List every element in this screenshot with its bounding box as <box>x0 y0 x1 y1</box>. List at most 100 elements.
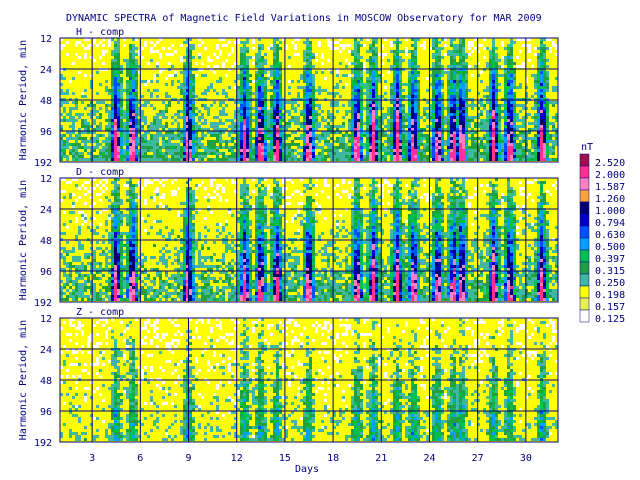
heatmap-cell <box>159 134 162 137</box>
heatmap-cell <box>384 146 387 149</box>
heatmap-cell <box>156 155 159 158</box>
heatmap-cell <box>141 143 144 146</box>
heatmap-cell <box>240 143 243 146</box>
heatmap-cell <box>141 253 144 256</box>
heatmap-cell <box>69 116 72 119</box>
heatmap-cell <box>330 152 333 155</box>
heatmap-cell <box>78 232 81 235</box>
heatmap-cell <box>552 149 555 152</box>
heatmap-cell <box>435 59 438 62</box>
heatmap-cell <box>111 107 114 110</box>
heatmap-cell <box>390 149 393 152</box>
heatmap-cell <box>117 110 120 113</box>
heatmap-cell <box>93 268 96 271</box>
heatmap-cell <box>255 56 258 59</box>
heatmap-cell <box>270 101 273 104</box>
heatmap-cell <box>393 146 396 149</box>
heatmap-cell <box>528 122 531 125</box>
heatmap-cell <box>357 119 360 122</box>
heatmap-cell <box>156 158 159 161</box>
heatmap-cell <box>384 149 387 152</box>
heatmap-cell <box>411 53 414 56</box>
heatmap-cell <box>279 113 282 116</box>
heatmap-cell <box>132 86 135 89</box>
heatmap-cell <box>93 259 96 262</box>
heatmap-cell <box>447 119 450 122</box>
heatmap-cell <box>456 101 459 104</box>
heatmap-cell <box>294 44 297 47</box>
heatmap-cell <box>522 152 525 155</box>
heatmap-cell <box>81 137 84 140</box>
heatmap-cell <box>84 122 87 125</box>
heatmap-cell <box>159 286 162 289</box>
heatmap-cell <box>261 122 264 125</box>
heatmap-cell <box>426 143 429 146</box>
heatmap-cell <box>66 158 69 161</box>
heatmap-cell <box>402 50 405 53</box>
heatmap-cell <box>396 104 399 107</box>
heatmap-cell <box>255 128 258 131</box>
heatmap-cell <box>78 152 81 155</box>
heatmap-cell <box>360 56 363 59</box>
heatmap-cell <box>486 101 489 104</box>
heatmap-cell <box>120 217 123 220</box>
heatmap-cell <box>411 77 414 80</box>
heatmap-cell <box>120 247 123 250</box>
heatmap-cell <box>138 295 141 298</box>
heatmap-cell <box>114 44 117 47</box>
heatmap-cell <box>252 41 255 44</box>
heatmap-cell <box>279 86 282 89</box>
heatmap-cell <box>132 101 135 104</box>
heatmap-cell <box>111 113 114 116</box>
heatmap-cell <box>66 92 69 95</box>
heatmap-cell <box>66 137 69 140</box>
heatmap-cell <box>357 107 360 110</box>
heatmap-cell <box>159 298 162 301</box>
heatmap-cell <box>363 86 366 89</box>
heatmap-cell <box>354 137 357 140</box>
heatmap-cell <box>471 143 474 146</box>
heatmap-cell <box>531 116 534 119</box>
heatmap-cell <box>75 143 78 146</box>
heatmap-cell <box>126 259 129 262</box>
heatmap-cell <box>534 158 537 161</box>
heatmap-cell <box>201 137 204 140</box>
heatmap-cell <box>393 155 396 158</box>
heatmap-cell <box>522 131 525 134</box>
heatmap-cell <box>162 140 165 143</box>
heatmap-cell <box>159 131 162 134</box>
heatmap-cell <box>105 128 108 131</box>
heatmap-cell <box>150 181 153 184</box>
heatmap-cell <box>378 95 381 98</box>
heatmap-cell <box>117 193 120 196</box>
heatmap-cell <box>264 80 267 83</box>
heatmap-cell <box>507 86 510 89</box>
heatmap-cell <box>78 226 81 229</box>
heatmap-cell <box>159 158 162 161</box>
heatmap-cell <box>474 65 477 68</box>
heatmap-cell <box>498 89 501 92</box>
heatmap-cell <box>450 152 453 155</box>
heatmap-cell <box>366 122 369 125</box>
heatmap-cell <box>549 101 552 104</box>
heatmap-cell <box>225 74 228 77</box>
heatmap-cell <box>360 113 363 116</box>
heatmap-cell <box>510 110 513 113</box>
heatmap-cell <box>528 44 531 47</box>
heatmap-cell <box>255 83 258 86</box>
heatmap-cell <box>297 119 300 122</box>
heatmap-cell <box>90 155 93 158</box>
heatmap-cell <box>132 80 135 83</box>
heatmap-cell <box>84 295 87 298</box>
heatmap-cell <box>258 59 261 62</box>
heatmap-cell <box>465 143 468 146</box>
heatmap-cell <box>90 80 93 83</box>
heatmap-cell <box>495 119 498 122</box>
heatmap-cell <box>438 47 441 50</box>
heatmap-cell <box>180 146 183 149</box>
heatmap-cell <box>120 241 123 244</box>
heatmap-cell <box>75 184 78 187</box>
heatmap-cell <box>108 89 111 92</box>
heatmap-cell <box>303 158 306 161</box>
heatmap-cell <box>330 92 333 95</box>
